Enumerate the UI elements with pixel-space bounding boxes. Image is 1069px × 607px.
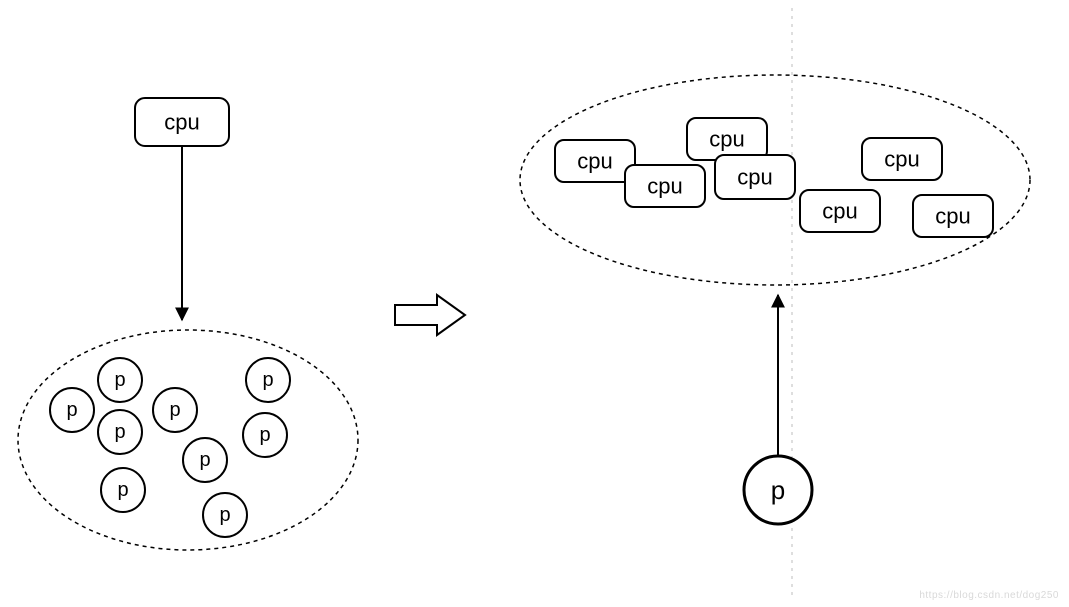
right-cpu-box: cpu xyxy=(625,165,705,207)
svg-text:p: p xyxy=(114,369,125,391)
svg-text:cpu: cpu xyxy=(737,165,772,190)
svg-text:cpu: cpu xyxy=(164,110,199,135)
svg-text:cpu: cpu xyxy=(647,174,682,199)
svg-text:p: p xyxy=(219,504,230,526)
svg-text:p: p xyxy=(114,421,125,443)
right-cpu-box: cpu xyxy=(913,195,993,237)
left-process-pool xyxy=(18,330,358,550)
process-node: p xyxy=(98,410,142,454)
right-cpu-box: cpu xyxy=(862,138,942,180)
diagram-canvas: p p p p p p p p p cpu cpu cpu cpu cpu cpu cpu cpu p xyxy=(0,0,1069,607)
process-node: p xyxy=(183,438,227,482)
svg-text:cpu: cpu xyxy=(822,199,857,224)
svg-text:cpu: cpu xyxy=(577,149,612,174)
left-cpu-box: cpu xyxy=(135,98,229,146)
svg-text:cpu: cpu xyxy=(935,204,970,229)
svg-text:p: p xyxy=(771,475,785,505)
svg-text:p: p xyxy=(117,479,128,501)
process-node: p xyxy=(153,388,197,432)
svg-text:p: p xyxy=(259,424,270,446)
svg-text:p: p xyxy=(66,399,77,421)
transition-arrow xyxy=(395,295,465,335)
process-node: p xyxy=(243,413,287,457)
process-node: p xyxy=(98,358,142,402)
process-node: p xyxy=(203,493,247,537)
svg-text:p: p xyxy=(262,369,273,391)
right-cpu-box: cpu xyxy=(687,118,767,160)
svg-text:p: p xyxy=(199,449,210,471)
svg-text:p: p xyxy=(169,399,180,421)
svg-text:cpu: cpu xyxy=(709,127,744,152)
right-cpu-box: cpu xyxy=(555,140,635,182)
process-node: p xyxy=(50,388,94,432)
watermark-text: https://blog.csdn.net/dog250 xyxy=(919,590,1059,601)
right-cpu-box: cpu xyxy=(715,155,795,199)
svg-text:cpu: cpu xyxy=(884,147,919,172)
right-cpu-box: cpu xyxy=(800,190,880,232)
process-node: p xyxy=(101,468,145,512)
process-node: p xyxy=(246,358,290,402)
right-process-node: p xyxy=(744,456,812,524)
